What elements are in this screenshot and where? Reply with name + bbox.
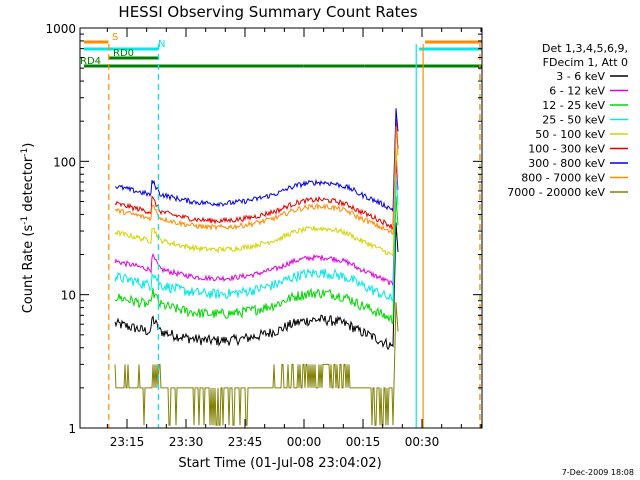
x-tick-label: 00:30: [405, 435, 440, 449]
series-line: [114, 175, 399, 302]
x-axis-label: Start Time (01-Jul-08 23:04:02): [178, 456, 381, 471]
y-axis-label-sup: -1: [20, 216, 30, 225]
series-line: [114, 302, 399, 426]
flag-layer: S N RD0 RD4: [80, 32, 482, 68]
legend-header-line-1: Det 1,3,4,5,6,9,: [542, 42, 628, 55]
flag-label: RD0: [113, 48, 134, 59]
x-tick-label: 00:15: [346, 435, 381, 449]
series-line: [114, 222, 399, 351]
legend-entry-label: 25 - 50 keV: [542, 114, 605, 127]
y-tick-label: 1000: [45, 22, 76, 36]
y-axis-label-mid: detector: [21, 156, 36, 216]
date-stamp: 7-Dec-2009 18:08: [562, 468, 634, 477]
legend-header-line-2: FDecim 1, Att 0: [543, 56, 628, 69]
y-tick-label: 1: [68, 422, 76, 436]
series-line: [114, 147, 399, 258]
legend-entry-label: 12 - 25 keV: [542, 99, 605, 112]
legend-entry-label: 7000 - 20000 keV: [507, 186, 605, 199]
series-line: [114, 108, 399, 212]
legend-entry-label: 800 - 7000 keV: [521, 172, 605, 185]
legend: Det 1,3,4,5,6,9, FDecim 1, Att 0 3 - 6 k…: [507, 42, 628, 199]
x-tick-label: 23:30: [169, 435, 204, 449]
y-axis-label-main: Count Rate (s: [21, 225, 36, 314]
legend-entry-label: 50 - 100 keV: [535, 128, 605, 141]
y-tick-label: 100: [53, 155, 76, 169]
legend-entry-label: 300 - 800 keV: [528, 157, 605, 170]
y-axis-label: Count Rate (s-1 detector-1): [20, 143, 36, 314]
series-line: [114, 119, 399, 231]
series-line: [114, 195, 399, 325]
x-tick-label: 23:45: [228, 435, 263, 449]
x-tick-label: 23:15: [110, 435, 145, 449]
flag-label: S: [112, 32, 118, 43]
legend-entry-label: 6 - 12 keV: [549, 85, 605, 98]
series-layer: [114, 108, 399, 426]
x-axis: 23:15 23:30 23:45 00:00 00:15 00:30: [106, 28, 482, 449]
y-axis-label-end: ): [21, 143, 36, 148]
y-axis-label-sup2: -1: [20, 148, 30, 157]
series-line: [114, 160, 399, 286]
chart-title: HESSI Observing Summary Count Rates: [118, 3, 417, 21]
y-axis: 1 10 100 1000: [45, 22, 482, 436]
y-tick-label: 10: [61, 289, 76, 303]
legend-entry-label: 3 - 6 keV: [556, 70, 605, 83]
flag-label: RD4: [80, 56, 101, 67]
legend-entry-label: 100 - 300 keV: [528, 143, 605, 156]
x-tick-label: 00:00: [287, 435, 322, 449]
flag-label: N: [158, 39, 165, 50]
series-line: [114, 125, 399, 235]
plot-frame: [79, 27, 483, 429]
